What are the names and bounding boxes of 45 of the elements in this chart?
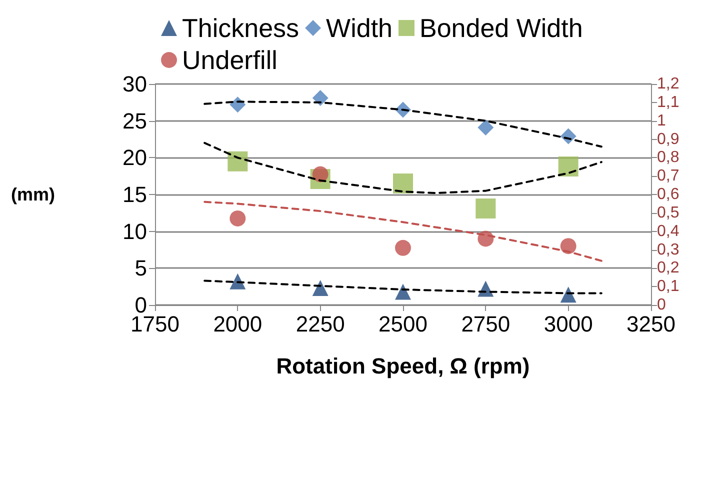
point: [393, 173, 413, 194]
x-tick-label: 2750: [461, 312, 510, 336]
y-tick-label: 30: [122, 72, 147, 96]
point: [230, 210, 246, 226]
legend-label: Underfill: [182, 45, 278, 75]
legend-label: Thickness: [182, 13, 300, 43]
point: [230, 273, 246, 290]
y2-tick-label: 0,4: [657, 222, 680, 240]
point: [312, 90, 328, 106]
x-tick-label: 3000: [544, 312, 593, 336]
line-series: [204, 142, 602, 194]
x-tick-label: 2000: [213, 312, 262, 336]
y-tick-label: 15: [122, 182, 147, 207]
y2-tick-label: 1: [657, 112, 666, 130]
y-axis-title: (mm): [11, 184, 55, 204]
y2-tick-label: 0,9: [657, 130, 680, 148]
point: [478, 119, 494, 136]
y2-tick-label: 0,6: [657, 186, 680, 203]
point: [228, 151, 248, 172]
point: [395, 240, 411, 256]
y2-tick-label: 0,2: [657, 260, 680, 277]
y2-tick-label: 0,1: [657, 278, 680, 296]
legend-label: Bonded Width: [420, 13, 583, 43]
y-tick-label: 5: [134, 256, 147, 281]
y2-tick-label: 0,7: [657, 168, 680, 185]
x-tick-label: 2500: [378, 312, 428, 336]
y-tick-label: 25: [122, 108, 147, 134]
point: [395, 284, 411, 300]
y-tick-label: 20: [122, 145, 147, 170]
point: [312, 280, 328, 296]
y2-tick-label: 0,5: [657, 204, 680, 222]
y2-tick-label: 1,2: [657, 76, 680, 92]
x-tick-label: 3250: [626, 312, 676, 336]
y2-tick-label: 0: [657, 296, 666, 314]
y2-tick-label: 0,8: [657, 149, 680, 166]
x-tick-label: 2250: [296, 312, 345, 336]
point: [476, 198, 496, 218]
legend-label: Width: [326, 13, 393, 43]
x-axis-title: Rotation Speed, Ω (rpm): [276, 354, 530, 378]
point: [558, 156, 578, 177]
y2-tick-label: 1,1: [657, 94, 680, 111]
point: [560, 238, 576, 254]
line-series: [204, 200, 602, 262]
y2-tick-label: 0,3: [657, 241, 680, 258]
y-tick-label: 10: [122, 218, 147, 244]
